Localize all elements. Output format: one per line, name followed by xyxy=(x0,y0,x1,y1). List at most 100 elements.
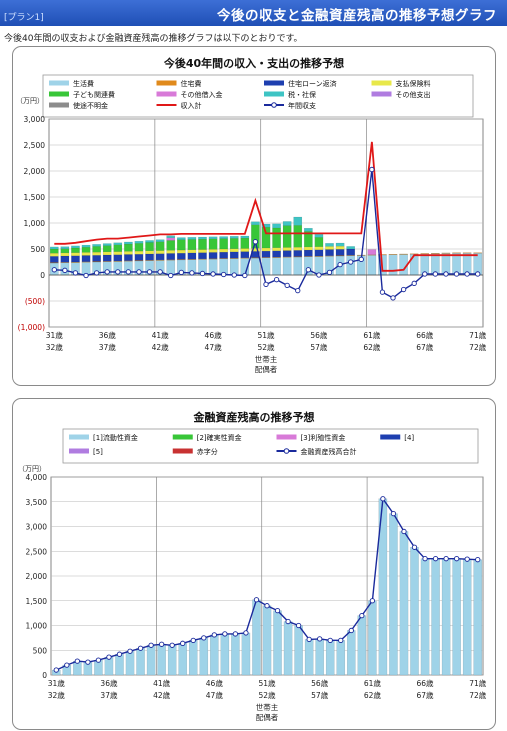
bar-segment xyxy=(146,645,156,676)
data-point xyxy=(221,271,227,278)
chart-title: 今後40年間の収入・支出の推移予想 xyxy=(163,56,344,70)
bar-segment xyxy=(166,237,176,241)
data-point xyxy=(432,556,439,562)
legend-item: 住宅費 xyxy=(156,79,202,88)
legend-item: 収入計 xyxy=(156,101,202,110)
bar-segment xyxy=(431,253,440,254)
data-point xyxy=(285,618,291,625)
bar-segment xyxy=(177,237,186,240)
data-point xyxy=(243,630,249,636)
bar-segment xyxy=(167,645,177,676)
legend-swatch xyxy=(49,102,69,108)
bar-segment xyxy=(145,253,154,261)
data-point xyxy=(306,636,312,643)
bar-segment xyxy=(336,640,346,676)
y-tick-label: 3,500 xyxy=(26,498,48,507)
series-line xyxy=(54,141,478,272)
bar-segment xyxy=(219,251,228,259)
legend-label: [1]流動性資金 xyxy=(93,433,138,442)
data-point xyxy=(284,282,290,289)
bar-segment xyxy=(198,249,207,253)
data-point xyxy=(390,295,396,301)
data-point xyxy=(348,627,354,634)
bar-segment xyxy=(273,610,282,676)
x-tick-label: 66歳 xyxy=(416,330,434,340)
bar-segment xyxy=(452,558,461,676)
x-tick-label: 51歳 xyxy=(257,330,275,340)
bar-segment xyxy=(409,254,419,276)
x-axis-label: 配偶者 xyxy=(255,364,278,374)
bar-segment xyxy=(240,235,250,239)
x-tick-label: 47歳 xyxy=(206,690,224,700)
legend-item: 税・社保 xyxy=(264,90,316,99)
legend-label: 使途不明金 xyxy=(73,101,108,110)
x-tick-label: 52歳 xyxy=(257,342,275,352)
x-axis-label: 配偶者 xyxy=(256,712,279,722)
bar-segment xyxy=(92,246,101,253)
y-tick-label: 2,500 xyxy=(24,141,46,150)
legend-marker xyxy=(283,448,290,454)
bar-segment xyxy=(102,243,112,246)
data-point xyxy=(222,631,228,637)
bar-segment xyxy=(462,252,472,254)
bar-segment xyxy=(177,249,186,254)
bar-segment xyxy=(251,224,260,249)
data-point xyxy=(401,528,407,535)
data-point xyxy=(475,557,481,563)
bar-segment xyxy=(346,246,355,250)
data-point xyxy=(305,267,311,273)
data-point xyxy=(85,659,91,665)
x-axis-label: 世帯主 xyxy=(255,354,278,364)
asset-balance-chart-panel: 金融資産残高の推移予想 [1]流動性資金 [2]確実性資金 [3]利殖性資金 [4] [5… xyxy=(12,398,496,730)
bar-segment xyxy=(155,250,165,254)
bar-segment xyxy=(92,244,101,247)
bar-segment xyxy=(208,236,218,240)
bar-segment xyxy=(441,252,451,254)
bar-segment xyxy=(71,252,80,256)
legend-label: 赤字分 xyxy=(197,447,218,456)
y-tick-label: 500 xyxy=(33,646,48,655)
data-point xyxy=(475,271,481,277)
data-point xyxy=(453,271,460,277)
bar-segment xyxy=(293,216,303,226)
bar-segment xyxy=(124,243,133,252)
x-tick-label: 67歳 xyxy=(417,690,435,700)
bar-segment xyxy=(157,644,166,676)
data-point xyxy=(104,269,110,275)
data-point xyxy=(348,259,354,265)
bar-segment xyxy=(208,249,218,253)
bar-segment xyxy=(134,241,144,244)
bar-segment xyxy=(187,252,197,260)
data-point xyxy=(146,269,153,275)
data-point xyxy=(127,648,133,654)
data-point xyxy=(326,269,333,276)
data-point xyxy=(199,270,206,277)
data-point xyxy=(369,598,376,604)
bar-segment xyxy=(293,225,303,248)
legend-swatch xyxy=(49,80,69,86)
bar-segment xyxy=(314,256,324,276)
data-point xyxy=(274,607,281,614)
bar-segment xyxy=(50,256,59,263)
bar-segment xyxy=(367,249,377,255)
bar-segment xyxy=(293,256,303,276)
bar-segment xyxy=(102,251,112,256)
bar-segment xyxy=(294,625,303,676)
data-point xyxy=(93,270,100,276)
data-point xyxy=(169,642,175,648)
legend-item: 支払保険料 xyxy=(371,79,431,88)
bar-segment xyxy=(251,221,260,225)
bar-segment xyxy=(125,651,135,676)
page-title: 今後の収支と金融資産残高の推移予想グラフ xyxy=(217,8,497,24)
bar-segment xyxy=(325,640,335,676)
x-tick-label: 61歳 xyxy=(364,678,382,688)
bar-segment xyxy=(198,252,207,260)
x-tick-label: 62歳 xyxy=(364,690,382,700)
x-tick-label: 57歳 xyxy=(310,342,328,352)
data-point xyxy=(158,641,165,647)
bar-segment xyxy=(261,250,271,258)
bar-segment xyxy=(304,231,313,248)
data-point xyxy=(263,281,269,288)
legend-item: 生活費 xyxy=(49,79,94,88)
legend-label: その他支出 xyxy=(396,90,431,99)
